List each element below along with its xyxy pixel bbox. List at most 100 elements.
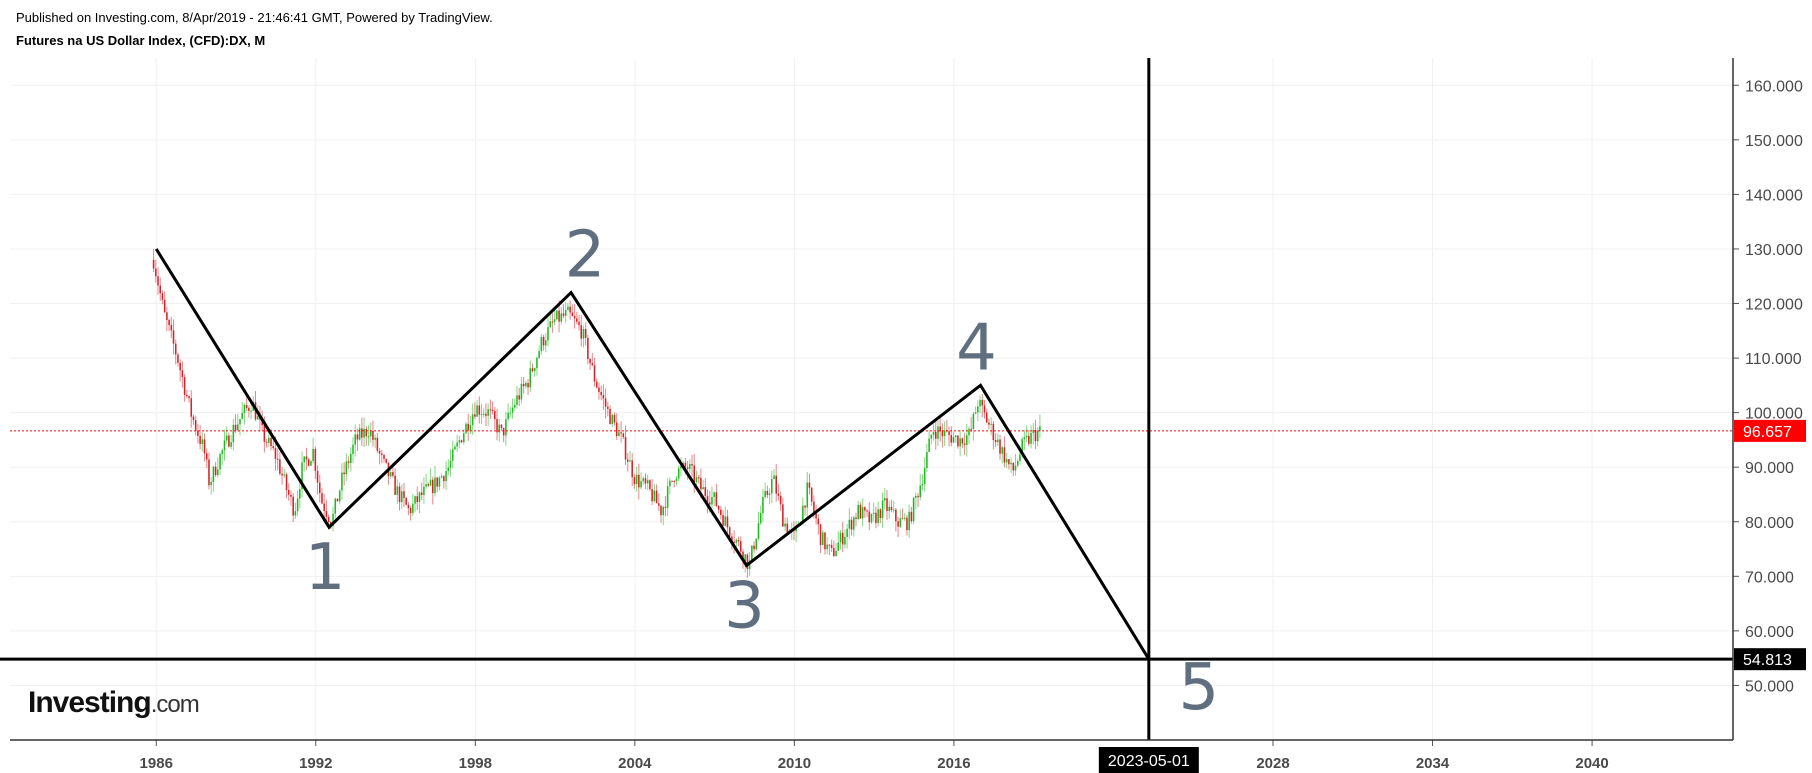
candle bbox=[347, 456, 350, 469]
candle-body bbox=[999, 439, 1001, 454]
candle bbox=[819, 523, 822, 553]
candle-body bbox=[513, 404, 516, 408]
candle-body bbox=[633, 477, 636, 485]
candle-body bbox=[715, 492, 718, 506]
candle bbox=[615, 413, 618, 440]
candle-body bbox=[416, 496, 419, 503]
candle bbox=[485, 403, 487, 427]
candle-body bbox=[576, 318, 578, 322]
candle bbox=[409, 505, 412, 521]
y-tick-label: 140.000 bbox=[1745, 187, 1803, 204]
candle-body bbox=[766, 490, 769, 495]
candle-body bbox=[677, 468, 680, 479]
candle bbox=[458, 435, 461, 449]
grid bbox=[10, 58, 1733, 740]
last-price-badge-bg bbox=[1734, 419, 1806, 442]
candle-body bbox=[997, 439, 999, 443]
candle bbox=[241, 401, 243, 420]
candle-body bbox=[846, 528, 848, 537]
candle bbox=[214, 461, 217, 477]
candle bbox=[974, 406, 977, 415]
candle bbox=[228, 432, 230, 448]
y-tick-label: 100.000 bbox=[1745, 406, 1803, 423]
candle bbox=[999, 434, 1001, 460]
candle bbox=[509, 407, 512, 418]
candle-body bbox=[1023, 437, 1026, 440]
candle-body bbox=[708, 502, 711, 505]
candle-body bbox=[471, 414, 474, 426]
candle-body bbox=[892, 509, 895, 511]
candle-body bbox=[1012, 462, 1015, 471]
candle bbox=[179, 359, 181, 382]
candle-body bbox=[332, 513, 334, 526]
candle bbox=[1034, 419, 1037, 450]
candle-body bbox=[870, 513, 873, 523]
candle-body bbox=[1005, 459, 1008, 463]
candle-body bbox=[533, 368, 536, 372]
candle-body bbox=[777, 493, 780, 496]
candle bbox=[316, 465, 319, 495]
candle-body bbox=[487, 409, 489, 416]
candle bbox=[376, 433, 379, 454]
candle-body bbox=[343, 472, 345, 475]
candle-body bbox=[159, 285, 162, 294]
candle-body bbox=[221, 450, 224, 454]
candle-body bbox=[529, 368, 532, 388]
candle bbox=[423, 477, 425, 504]
candle-body bbox=[884, 498, 886, 501]
candle bbox=[354, 424, 356, 457]
candle bbox=[841, 522, 844, 552]
candle-body bbox=[963, 443, 966, 445]
candle bbox=[338, 489, 341, 505]
candle-body bbox=[336, 498, 339, 502]
candle-body bbox=[571, 312, 574, 316]
candle-body bbox=[737, 540, 740, 542]
candle-body bbox=[952, 437, 955, 443]
candle bbox=[163, 291, 166, 313]
candle bbox=[571, 304, 574, 317]
candle-body bbox=[301, 462, 303, 490]
candle bbox=[356, 428, 359, 452]
candle-body bbox=[1025, 435, 1028, 438]
candle bbox=[385, 458, 388, 465]
candle-body bbox=[587, 337, 589, 359]
candle bbox=[237, 413, 239, 432]
candle-body bbox=[600, 392, 602, 396]
candle-body bbox=[848, 519, 851, 529]
candle bbox=[367, 425, 370, 446]
candle-body bbox=[762, 496, 764, 514]
candle bbox=[389, 469, 392, 479]
candle bbox=[662, 505, 664, 526]
candle-body bbox=[864, 507, 866, 511]
candle-body bbox=[287, 489, 290, 495]
candle bbox=[245, 396, 248, 412]
candle-body bbox=[440, 476, 443, 478]
candle-body bbox=[711, 496, 713, 505]
logo-suffix: .com bbox=[151, 691, 199, 718]
candle-body bbox=[972, 413, 975, 429]
candle bbox=[782, 497, 784, 527]
candle-body bbox=[272, 446, 275, 448]
candle-body bbox=[646, 480, 649, 484]
candle-body bbox=[199, 435, 201, 445]
candle-body bbox=[970, 428, 972, 430]
candle-body bbox=[445, 471, 447, 482]
candle bbox=[1003, 436, 1006, 468]
candle-body bbox=[467, 423, 470, 431]
candle-body bbox=[374, 437, 376, 440]
candle bbox=[990, 417, 992, 436]
candle-body bbox=[423, 486, 425, 496]
candle-body bbox=[290, 494, 292, 497]
candle bbox=[658, 493, 660, 511]
candle-body bbox=[968, 428, 970, 436]
candle bbox=[1025, 425, 1028, 443]
candle-body bbox=[305, 456, 308, 460]
candle-body bbox=[890, 506, 893, 511]
candle bbox=[726, 509, 729, 535]
candle bbox=[595, 378, 598, 389]
candle-body bbox=[507, 412, 509, 420]
candle-body bbox=[779, 495, 782, 505]
candle bbox=[1039, 414, 1041, 439]
candle-body bbox=[671, 480, 673, 482]
